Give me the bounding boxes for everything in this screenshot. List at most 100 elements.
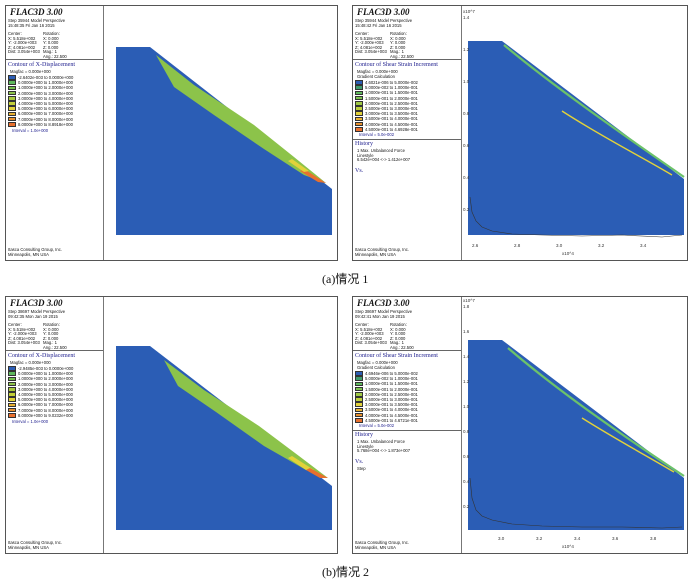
legend-color-swatch [8,101,16,106]
svg-text:2.8: 2.8 [514,243,521,248]
legend-entry: 2.5000e-001 to 3.0000e-001 [355,106,418,111]
company-footer: Itasca Consulting Group, Inc. Minneapolis… [355,540,409,550]
legend-color-swatch [355,386,363,392]
legend-color-swatch [8,75,16,80]
svg-text:0.8: 0.8 [463,429,470,434]
legend-entry: 3.0000e-001 to 3.5000e-001 [355,111,418,116]
time-text: 09:42:35 Mon Jan 19 2015 [8,314,58,319]
legend-entry: 1.5000e-001 to 2.0000e-001 [355,96,418,101]
legend-range-label: 8.0000e+000 to 9.0232e+000 [18,412,73,418]
legend-entry: 4.6946e-006 to 5.0000e-002 [355,371,418,376]
legend-entry: 4.6021e-006 to 5.0000e-002 [355,80,418,85]
svg-text:3.6: 3.6 [612,536,619,541]
svg-text:3.2: 3.2 [598,243,605,248]
panel-b-right: FLAC3D 3.00 Step 38697 Model Perspective… [352,296,688,554]
legend-entry: 6.0000e+000 to 7.0000e+000 [8,111,73,116]
legend-entry: 7.0000e+000 to 8.0000e+000 [8,408,73,413]
company-footer: Itasca Consulting Group, Inc. Minneapolis… [355,247,409,257]
contour-title: Contour of X-Displacement [8,353,75,359]
panel-a-right: FLAC3D 3.00 Step 35944 Model Perspective… [352,5,688,261]
legend-entry: 8.0000e+000 to 9.0232e+000 [8,413,73,418]
sliding-mass-green [164,360,328,478]
legend-range-label: 2.0000e-001 to 2.5000e-001 [365,100,418,106]
sliding-mass-orange [306,468,328,478]
svg-text:2.6: 2.6 [472,243,479,248]
svg-text:0.8: 0.8 [463,111,470,116]
legend-entry: 5.0000e+000 to 6.0000e+000 [8,106,73,111]
svg-text:1.0: 1.0 [463,79,470,84]
legend-entry: 1.5000e-001 to 2.0000e-001 [355,387,418,392]
legend-entry: 2.5000e-001 to 3.0000e-001 [355,397,418,402]
legend-entry: 3.5000e-001 to 4.0000e-001 [355,116,418,121]
legend-color-swatch [8,371,16,377]
center-block: Center: X: 5.518e+002 Y: -2.000e+003 Z: 4.0… [8,322,40,346]
legend-range-label: 1.0000e-001 to 1.5000e-001 [365,381,418,387]
legend-entry: 0.0000e+000 to 1.0000e+000 [8,80,73,85]
legend-entry: 3.0000e+000 to 4.0000e+000 [8,387,73,392]
history-info: 1 Max. Unbalanced Force Linestyle 5.768e+0… [357,439,411,454]
svg-text:0.2: 0.2 [463,207,470,212]
legend-color-swatch [8,111,16,117]
sliding-mass-yellow [288,456,314,470]
step-text: Step 38697 Model Perspective [355,309,413,314]
svg-text:1.4: 1.4 [463,15,470,20]
legend-range-label: 4.0000e+000 to 5.0000e+000 [18,101,73,107]
legend-color-swatch [355,116,363,122]
legend-range-label: 2.0000e-001 to 2.5000e-001 [365,391,418,397]
legend-range-label: 1.5000e-001 to 2.0000e-001 [365,386,418,392]
legend-range-label: 3.0000e-001 to 3.5000e-001 [365,402,418,408]
legend-color-swatch [8,85,16,91]
shear-model-view: 1.8 1.6 1.4 1.2 1.0 0.8 0.6 0.4 0.2 3.0 … [463,298,685,549]
caption-a: (a)情况 1 [322,272,369,286]
legend-a-right: FLAC3D 3.00 Step 35944 Model Perspective… [353,6,462,260]
legend-range-label: 6.0000e+000 to 7.0000e+000 [18,402,73,408]
sliding-mass-yellow [288,159,309,172]
legend-range-label: 4.0000e+000 to 5.0000e+000 [18,392,73,398]
panel-b-left: FLAC3D 3.00 Step 38697 Model Perspective… [5,296,338,554]
rotation-block: Rotation: X: 0.000 Y: 0.000 Z: 0.000 Mag.: 1… [390,31,414,59]
legend-color-swatch [8,121,16,127]
legend-range-label: 0.0000e+000 to 1.0000e+000 [18,371,73,377]
legend-range-label: 7.0000e+000 to 8.0000e+000 [18,407,73,413]
slope-model-view [116,47,332,235]
legend-color-swatch [355,412,363,418]
sliding-mass-orange [300,169,326,183]
svg-text:1.0: 1.0 [463,404,470,409]
step-text: Step 35944 Model Perspective [355,18,413,23]
legend-color-swatch [355,80,363,85]
legend-color-swatch [355,121,363,127]
legend-color-swatch [355,95,363,101]
legend-color-swatch [8,90,16,96]
svg-text:3.2: 3.2 [536,536,543,541]
caption-b: (b)情况 2 [322,565,369,579]
legend-range-label: 4.6021e-006 to 5.0000e-002 [365,80,418,86]
svg-text:1.8: 1.8 [463,304,470,309]
legend-range-label: 8.0000e+000 to 8.8918e+000 [18,121,73,127]
time-text: 15:48:35 Fri Jan 16 2015 [8,23,55,28]
legend-range-label: 4.0000e-001 to 4.5000e-001 [365,121,418,127]
svg-text:0.6: 0.6 [463,143,470,148]
slope-model-view [116,346,332,530]
history-title: History [355,141,373,147]
legend-range-label: 1.0000e+000 to 2.0000e+000 [18,376,73,382]
legend-range-label: 6.0000e+000 to 7.0000e+000 [18,111,73,117]
center-block: Center: X: 5.518e+002 Y: -2.000e+003 Z: 4.0… [8,31,40,55]
legend-range-label: 5.0000e+000 to 6.0000e+000 [18,397,73,403]
company-footer: Itasca Consulting Group, Inc. Minneapolis… [8,247,62,257]
panel-a-left: FLAC3D 3.00 Step 35944 Model Perspective… [5,5,338,261]
legend-entry: 1.0000e+000 to 2.0000e+000 [8,85,73,90]
magfac-text: Magfac = 0.000e+000 Gradient Calculation [357,360,398,370]
legend-range-label: 1.5000e-001 to 2.0000e-001 [365,95,418,101]
slope-body [468,340,684,530]
software-title: FLAC3D 3.00 [10,7,63,17]
legend-entry: 7.0000e+000 to 8.0000e+000 [8,117,73,122]
step-label: Step [357,466,366,471]
svg-text:1.6: 1.6 [463,329,470,334]
rotation-block: Rotation: X: 0.000 Y: 0.000 Z: 0.000 Mag.: 1… [390,322,414,350]
svg-text:0.2: 0.2 [463,504,470,509]
center-block: Center: X: 5.518e+002 Y: -2.000e+003 Z: 4.0… [355,31,387,55]
slope-body [116,47,332,235]
magfac-text: Magfac = 0.000e+000 [10,69,51,74]
legend-entry: 1.0000e+000 to 2.0000e+000 [8,376,73,381]
legend-color-swatch [8,387,16,392]
